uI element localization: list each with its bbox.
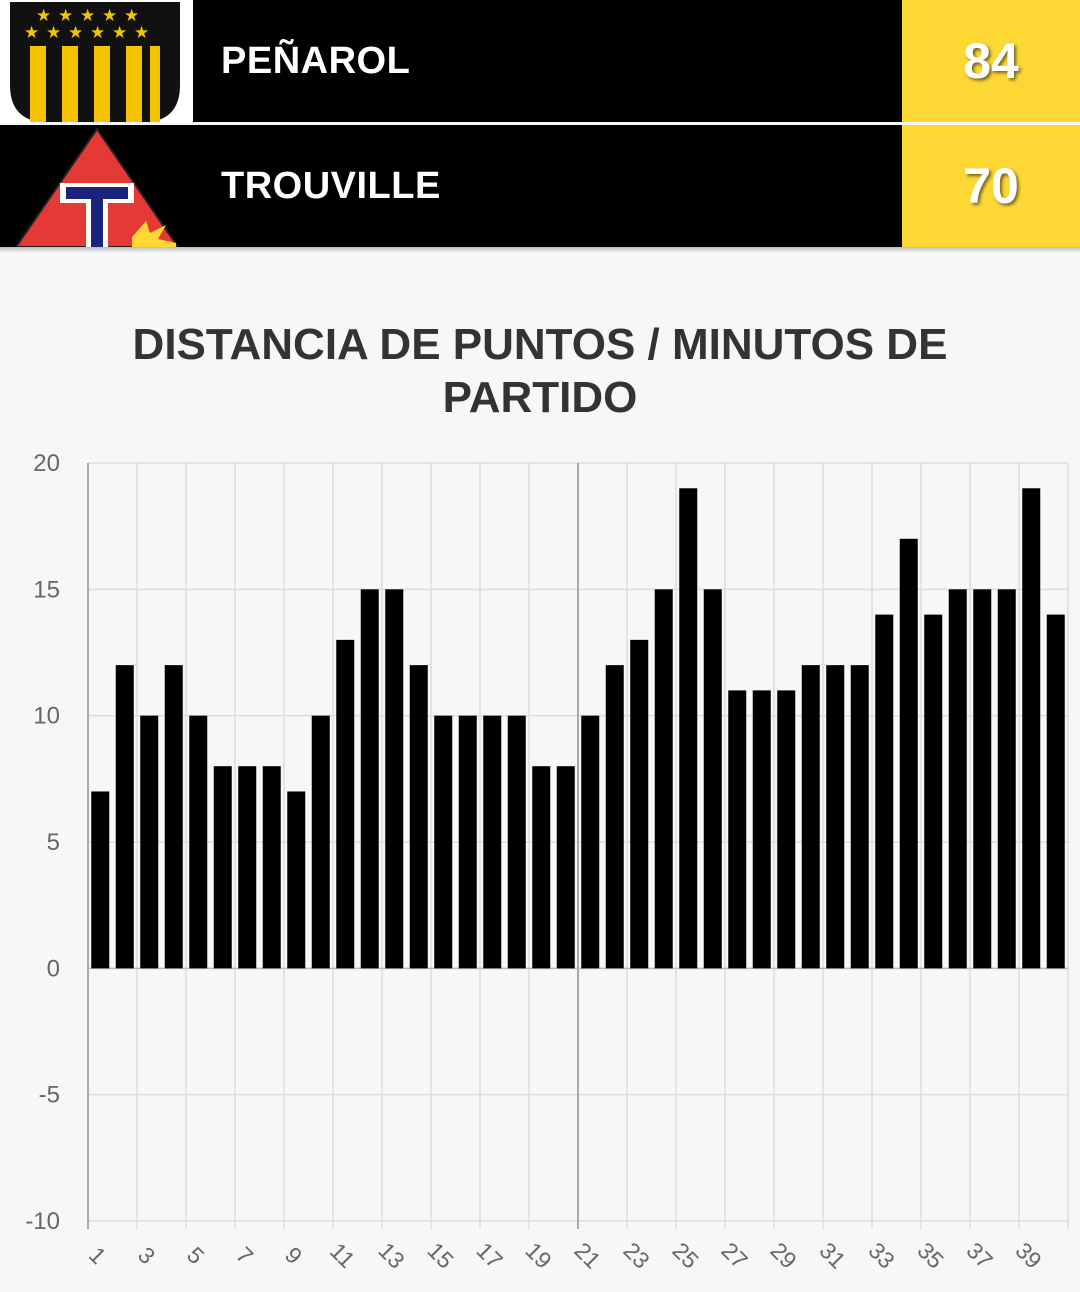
away-team-name: TROUVILLE <box>221 165 441 207</box>
bar <box>605 665 624 969</box>
y-tick-label: 5 <box>47 829 60 856</box>
bar <box>336 639 355 969</box>
svg-text:★: ★ <box>134 23 149 43</box>
svg-text:★: ★ <box>124 6 139 26</box>
x-tick-label: 15 <box>422 1237 458 1273</box>
svg-text:★: ★ <box>90 23 105 43</box>
bar <box>409 665 428 969</box>
away-score: 70 <box>963 158 1019 214</box>
bar <box>385 589 404 969</box>
bar <box>581 715 600 969</box>
bar <box>801 665 820 969</box>
bar <box>1046 614 1065 969</box>
away-score-box: 70 <box>902 125 1080 247</box>
bar <box>728 690 747 969</box>
bar <box>507 715 526 969</box>
home-score-box: 84 <box>902 0 1080 122</box>
bar <box>850 665 869 969</box>
bar <box>164 665 183 969</box>
bar <box>899 538 918 969</box>
y-tick-label: 0 <box>47 955 60 982</box>
bar <box>483 715 502 969</box>
bar <box>826 665 845 969</box>
x-tick-label: 3 <box>133 1242 160 1269</box>
away-logo-box <box>0 125 193 247</box>
svg-text:★: ★ <box>46 23 61 43</box>
x-tick-label: 25 <box>667 1237 703 1273</box>
bar <box>875 614 894 969</box>
bar <box>997 589 1016 969</box>
x-tick-label: 13 <box>373 1237 409 1273</box>
x-tick-label: 23 <box>618 1237 654 1273</box>
trouville-crest-icon <box>14 127 180 247</box>
header-shadow <box>0 247 1080 253</box>
x-tick-label: 5 <box>182 1242 209 1269</box>
penarol-crest-icon: ★ ★ ★ ★ ★ ★ ★ ★ ★ ★ ★ <box>10 2 180 122</box>
away-team-row: TROUVILLE 70 <box>0 125 1080 247</box>
bar <box>140 715 159 969</box>
bar <box>360 589 379 969</box>
x-tick-label: 35 <box>912 1237 948 1273</box>
bar <box>948 589 967 969</box>
bar <box>777 690 796 969</box>
x-tick-label: 17 <box>471 1237 507 1273</box>
bar <box>703 589 722 969</box>
bar <box>287 791 306 969</box>
y-tick-label: 10 <box>33 703 60 730</box>
y-tick-label: -10 <box>25 1208 60 1235</box>
bar <box>262 766 281 969</box>
x-tick-label: 19 <box>520 1237 556 1273</box>
x-tick-label: 37 <box>961 1237 997 1273</box>
bar <box>189 715 208 969</box>
bar <box>532 766 551 969</box>
bar <box>434 715 453 969</box>
bar <box>1022 488 1041 969</box>
x-tick-label: 1 <box>84 1242 111 1269</box>
y-tick-label: 15 <box>33 576 60 603</box>
bar <box>238 766 257 969</box>
svg-text:★: ★ <box>80 6 95 26</box>
x-tick-label: 29 <box>765 1237 801 1273</box>
home-team-row: ★ ★ ★ ★ ★ ★ ★ ★ ★ ★ ★ PEÑAROL 84 <box>0 0 1080 122</box>
bar <box>924 614 943 969</box>
svg-text:★: ★ <box>102 6 117 26</box>
bar <box>115 665 134 969</box>
bar <box>679 488 698 969</box>
x-tick-label: 21 <box>569 1237 605 1273</box>
bar <box>654 589 673 969</box>
bar <box>213 766 232 969</box>
home-score: 84 <box>963 33 1019 89</box>
bar <box>752 690 771 969</box>
svg-text:★: ★ <box>112 23 127 43</box>
home-logo-box: ★ ★ ★ ★ ★ ★ ★ ★ ★ ★ ★ <box>0 0 193 122</box>
x-tick-label: 7 <box>231 1242 258 1269</box>
chart-title: DISTANCIA DE PUNTOS / MINUTOS DE PARTIDO <box>132 320 948 422</box>
x-tick-label: 33 <box>863 1237 899 1273</box>
bar <box>311 715 330 969</box>
home-team-name: PEÑAROL <box>221 40 411 82</box>
x-tick-label: 39 <box>1010 1237 1046 1273</box>
bar <box>458 715 477 969</box>
bar <box>91 791 110 969</box>
x-tick-label: 27 <box>716 1237 752 1273</box>
svg-text:★: ★ <box>36 6 51 26</box>
svg-text:★: ★ <box>24 23 39 43</box>
y-tick-label: -5 <box>39 1082 60 1109</box>
svg-text:★: ★ <box>68 23 83 43</box>
x-tick-label: 11 <box>325 1238 360 1273</box>
bar <box>556 766 575 969</box>
x-tick-label: 31 <box>814 1237 850 1273</box>
bar <box>630 639 649 969</box>
bar <box>973 589 992 969</box>
x-tick-label: 9 <box>280 1242 307 1269</box>
svg-text:★: ★ <box>58 6 73 26</box>
y-tick-label: 20 <box>33 450 60 477</box>
